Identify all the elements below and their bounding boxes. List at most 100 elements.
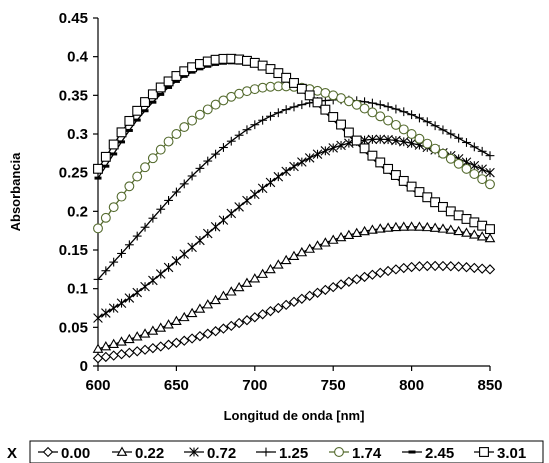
data-point — [210, 326, 221, 337]
data-point — [484, 264, 496, 275]
data-point — [258, 115, 268, 125]
series-markers — [92, 221, 496, 353]
data-point — [390, 264, 402, 275]
data-point — [93, 163, 103, 174]
data-point — [93, 274, 103, 284]
data-point — [421, 221, 433, 232]
data-point — [477, 164, 487, 174]
data-point — [249, 312, 260, 323]
data-point — [367, 107, 378, 118]
data-point — [149, 100, 157, 104]
data-point — [304, 290, 315, 301]
data-point — [297, 157, 307, 167]
data-point — [218, 290, 229, 300]
legend-title: X — [7, 445, 17, 462]
data-point — [312, 240, 323, 250]
data-point — [281, 105, 291, 115]
y-tick-label: 0.15 — [59, 242, 88, 259]
data-point — [462, 138, 471, 147]
x-tick-label: 700 — [242, 377, 267, 394]
data-point — [108, 202, 119, 213]
data-point — [133, 118, 141, 122]
data-point — [234, 202, 244, 212]
series-markers — [93, 81, 495, 234]
legend-box — [29, 440, 544, 463]
data-point — [211, 149, 220, 159]
data-point — [110, 152, 118, 156]
legend-marker — [42, 446, 54, 458]
data-point — [195, 163, 205, 173]
data-point — [131, 331, 143, 341]
data-point — [118, 140, 126, 144]
data-point — [171, 315, 182, 325]
data-point — [132, 346, 143, 357]
y-tick-label: 0.1 — [67, 281, 88, 298]
data-point — [233, 317, 245, 329]
data-point — [399, 107, 409, 117]
data-point — [390, 119, 401, 130]
data-point — [116, 127, 127, 138]
data-point — [171, 337, 182, 348]
data-point — [108, 350, 119, 361]
legend-label: 3.01 — [497, 445, 526, 462]
x-tick-label: 600 — [85, 377, 110, 394]
data-point — [147, 342, 159, 354]
data-point — [335, 231, 347, 242]
x-axis-title: Longitud de onda [nm] — [224, 408, 365, 423]
data-point — [226, 208, 237, 219]
data-point — [132, 287, 142, 298]
data-point — [398, 262, 409, 274]
data-point — [477, 146, 487, 156]
legend-items: 0.00 0.22 0.72 1.25 1.74 2.45 3.01 — [38, 445, 526, 462]
legend-item-0.00: 0.00 — [38, 445, 90, 462]
data-point — [429, 260, 441, 272]
data-point — [296, 293, 308, 304]
data-point — [335, 279, 347, 290]
data-point — [257, 268, 268, 278]
data-point — [202, 104, 213, 115]
data-point — [288, 296, 300, 307]
y-axis-title: Absorbancia — [8, 152, 23, 232]
data-point — [202, 328, 213, 339]
data-point — [163, 339, 174, 350]
data-point — [140, 162, 150, 173]
data-point — [218, 215, 229, 225]
data-point — [297, 100, 307, 110]
data-point — [163, 76, 174, 87]
data-point — [383, 115, 394, 126]
series-0.22 — [92, 221, 496, 353]
data-point — [124, 115, 135, 126]
legend-marker — [261, 447, 271, 457]
data-point — [351, 135, 362, 146]
data-point — [296, 83, 307, 94]
data-point — [203, 156, 213, 166]
data-point — [375, 157, 386, 168]
data-point — [195, 235, 205, 246]
data-point — [383, 102, 393, 112]
data-point — [383, 134, 393, 145]
data-point — [94, 176, 102, 180]
data-point — [414, 133, 425, 144]
series-markers — [93, 95, 495, 284]
data-point — [382, 222, 394, 232]
data-point — [280, 299, 292, 311]
data-point — [101, 266, 111, 276]
data-point — [414, 221, 425, 231]
data-point — [453, 158, 464, 169]
data-point — [367, 134, 378, 145]
data-point — [406, 129, 417, 139]
data-point — [179, 179, 189, 189]
data-point — [406, 181, 417, 192]
data-point — [155, 82, 166, 93]
data-point — [320, 146, 331, 156]
legend-label: 0.72 — [207, 445, 236, 462]
data-point — [100, 351, 112, 363]
legend-item-1.74: 1.74 — [329, 445, 382, 462]
data-point — [273, 302, 284, 314]
data-point — [165, 85, 173, 89]
data-point — [179, 122, 190, 133]
x-tick-label: 750 — [321, 377, 346, 394]
y-tick-label: 0.4 — [67, 49, 89, 66]
